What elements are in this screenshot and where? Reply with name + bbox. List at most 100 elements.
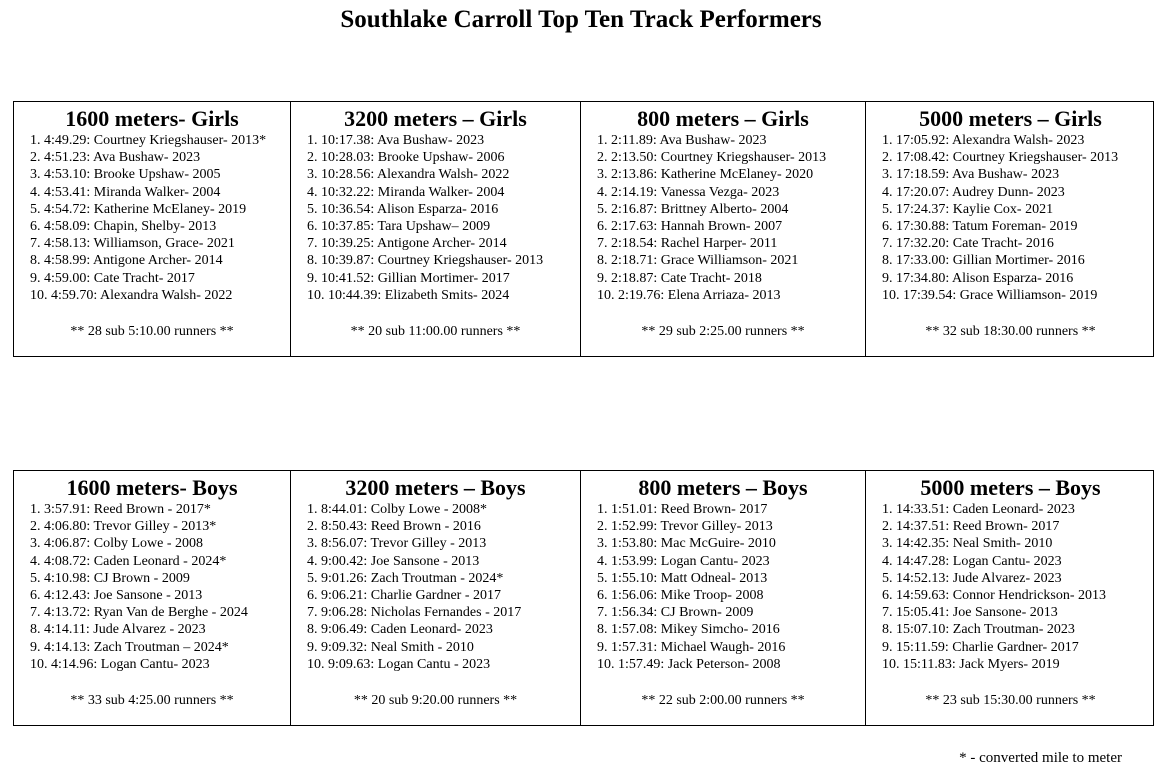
list-item: 4. 1:53.99: Logan Cantu- 2023 [597,553,770,569]
list-item: 2. 10:28.03: Brooke Upshaw- 2006 [307,150,505,166]
list-item: 1. 10:17.38: Ava Bushaw- 2023 [307,133,485,148]
ranking-list: 1. 4:49.29: Courtney Kriegshauser- 2013*… [30,132,290,304]
event-title: 1600 meters- Girls [65,106,239,131]
list-item: 10. 9:09.63: Logan Cantu - 2023 [307,656,491,672]
list-item: 5. 9:01.26: Zach Troutman - 2024* [307,570,504,586]
list-item: 2. 1:52.99: Trevor Gilley- 2013 [597,519,773,535]
summary-text: ** 20 sub 11:00.00 runners ** [350,324,521,339]
list-item: 9. 10:41.52: Gillian Mortimer- 2017 [307,270,510,286]
list-item: 5. 2:16.87: Brittney Alberto- 2004 [597,201,789,217]
list-item: 5. 1:55.10: Matt Odneal- 2013 [597,570,768,586]
list-item: 2. 4:51.23: Ava Bushaw- 2023 [30,150,201,166]
list-item: 5. 4:10.98: CJ Brown - 2009 [30,570,190,586]
list-item: 8. 15:07.10: Zach Troutman- 2023 [882,622,1075,638]
list-item: 7. 10:39.25: Antigone Archer- 2014 [307,236,507,252]
list-item: 7. 9:06.28: Nicholas Fernandes - 2017 [307,605,522,621]
list-item: 10. 4:59.70: Alexandra Walsh- 2022 [30,287,233,303]
event-title: 1600 meters- Boys [66,475,238,500]
list-item: 4. 14:47.28: Logan Cantu- 2023 [882,553,1062,569]
list-item: 2. 17:08.42: Courtney Kriegshauser- 2013 [882,150,1119,166]
summary-text: ** 29 sub 2:25.00 runners ** [641,324,805,339]
ranking-list: 1. 14:33.51: Caden Leonard- 2023 2. 14:3… [882,501,1155,673]
summary-text: ** 22 sub 2:00.00 runners ** [641,693,805,708]
list-item: 4. 4:08.72: Caden Leonard - 2024* [30,553,227,569]
event-title: 3200 meters – Boys [345,475,526,500]
list-item: 6. 4:12.43: Joe Sansone - 2013 [30,588,203,604]
list-item: 1. 14:33.51: Caden Leonard- 2023 [882,502,1075,517]
ranking-list: 1. 3:57.91: Reed Brown - 2017* 2. 4:06.8… [30,501,290,673]
ranking-list: 1. 17:05.92: Alexandra Walsh- 2023 2. 17… [882,132,1155,304]
event-title: 3200 meters – Girls [344,106,527,131]
list-item: 7. 15:05.41: Joe Sansone- 2013 [882,605,1058,621]
ranking-list: 1. 1:51.01: Reed Brown- 2017 2. 1:52.99:… [597,501,865,673]
ranking-list: 1. 10:17.38: Ava Bushaw- 2023 2. 10:28.0… [307,132,580,304]
list-item: 4. 2:14.19: Vanessa Vezga- 2023 [597,184,780,200]
list-item: 1. 8:44.01: Colby Lowe - 2008* [307,502,488,517]
list-item: 6. 4:58.09: Chapin, Shelby- 2013 [30,219,217,235]
list-item: 9. 15:11.59: Charlie Gardner- 2017 [882,639,1079,655]
event-cell-boys-3200: 3200 meters – Boys 1. 8:44.01: Colby Low… [291,471,581,725]
list-item: 10. 17:39.54: Grace Williamson- 2019 [882,287,1098,303]
list-item: 10. 2:19.76: Elena Arriaza- 2013 [597,287,781,303]
list-item: 6. 17:30.88: Tatum Foreman- 2019 [882,219,1078,235]
list-item: 2. 2:13.50: Courtney Kriegshauser- 2013 [597,150,827,166]
list-item: 1. 1:51.01: Reed Brown- 2017 [597,502,768,517]
list-item: 3. 17:18.59: Ava Bushaw- 2023 [882,167,1060,183]
list-item: 7. 17:32.20: Cate Tracht- 2016 [882,236,1054,252]
list-item: 2. 4:06.80: Trevor Gilley - 2013* [30,519,217,535]
list-item: 2. 8:50.43: Reed Brown - 2016 [307,519,481,535]
event-title: 800 meters – Girls [637,106,809,131]
event-cell-girls-5000: 5000 meters – Girls 1. 17:05.92: Alexand… [866,102,1155,356]
list-item: 4. 17:20.07: Audrey Dunn- 2023 [882,184,1065,200]
list-item: 9. 9:09.32: Neal Smith - 2010 [307,639,474,655]
list-item: 1. 17:05.92: Alexandra Walsh- 2023 [882,133,1085,148]
list-item: 7. 4:58.13: Williamson, Grace- 2021 [30,236,235,252]
list-item: 8. 2:18.71: Grace Williamson- 2021 [597,253,799,269]
event-title: 5000 meters – Boys [920,475,1101,500]
list-item: 4. 10:32.22: Miranda Walker- 2004 [307,184,505,200]
summary-text: ** 32 sub 18:30.00 runners ** [925,324,1096,339]
event-cell-boys-1600: 1600 meters- Boys 1. 3:57.91: Reed Brown… [14,471,291,725]
list-item: 4. 4:53.41: Miranda Walker- 2004 [30,184,221,200]
list-item: 3. 14:42.35: Neal Smith- 2010 [882,536,1053,552]
girls-table: 1600 meters- Girls 1. 4:49.29: Courtney … [13,101,1154,357]
event-cell-girls-1600: 1600 meters- Girls 1. 4:49.29: Courtney … [14,102,291,356]
list-item: 5. 4:54.72: Katherine McElaney- 2019 [30,201,247,217]
list-item: 10. 15:11.83: Jack Myers- 2019 [882,656,1060,672]
list-item: 3. 1:53.80: Mac McGuire- 2010 [597,536,776,552]
footnote: * - converted mile to meter [959,750,1122,766]
list-item: 6. 2:17.63: Hannah Brown- 2007 [597,219,783,235]
list-item: 5. 10:36.54: Alison Esparza- 2016 [307,201,499,217]
event-cell-boys-5000: 5000 meters – Boys 1. 14:33.51: Caden Le… [866,471,1155,725]
event-cell-girls-800: 800 meters – Girls 1. 2:11.89: Ava Busha… [581,102,866,356]
list-item: 10. 1:57.49: Jack Peterson- 2008 [597,656,781,672]
ranking-list: 1. 2:11.89: Ava Bushaw- 2023 2. 2:13.50:… [597,132,865,304]
list-item: 9. 2:18.87: Cate Tracht- 2018 [597,270,762,286]
ranking-list: 1. 8:44.01: Colby Lowe - 2008* 2. 8:50.4… [307,501,580,673]
event-title: 5000 meters – Girls [919,106,1102,131]
list-item: 8. 9:06.49: Caden Leonard- 2023 [307,622,493,638]
list-item: 8. 1:57.08: Mikey Simcho- 2016 [597,622,780,638]
list-item: 6. 14:59.63: Connor Hendrickson- 2013 [882,588,1106,604]
list-item: 9. 4:14.13: Zach Troutman – 2024* [30,639,229,655]
list-item: 8. 17:33.00: Gillian Mortimer- 2016 [882,253,1085,269]
list-item: 3. 10:28.56: Alexandra Walsh- 2022 [307,167,510,183]
summary-text: ** 28 sub 5:10.00 runners ** [70,324,234,339]
list-item: 3. 2:13.86: Katherine McElaney- 2020 [597,167,814,183]
list-item: 1. 4:49.29: Courtney Kriegshauser- 2013* [30,133,267,148]
event-title: 800 meters – Boys [638,475,808,500]
list-item: 1. 2:11.89: Ava Bushaw- 2023 [597,133,767,148]
event-cell-boys-800: 800 meters – Boys 1. 1:51.01: Reed Brown… [581,471,866,725]
list-item: 1. 3:57.91: Reed Brown - 2017* [30,502,211,517]
list-item: 3. 8:56.07: Trevor Gilley - 2013 [307,536,487,552]
list-item: 8. 10:39.87: Courtney Kriegshauser- 2013 [307,253,544,269]
list-item: 7. 1:56.34: CJ Brown- 2009 [597,605,754,621]
list-item: 9. 1:57.31: Michael Waugh- 2016 [597,639,786,655]
boys-table: 1600 meters- Boys 1. 3:57.91: Reed Brown… [13,470,1154,726]
list-item: 4. 9:00.42: Joe Sansone - 2013 [307,553,480,569]
summary-text: ** 23 sub 15:30.00 runners ** [925,693,1096,708]
list-item: 8. 4:14.11: Jude Alvarez - 2023 [30,622,206,638]
event-cell-girls-3200: 3200 meters – Girls 1. 10:17.38: Ava Bus… [291,102,581,356]
list-item: 9. 17:34.80: Alison Esparza- 2016 [882,270,1074,286]
list-item: 6. 1:56.06: Mike Troop- 2008 [597,588,764,604]
